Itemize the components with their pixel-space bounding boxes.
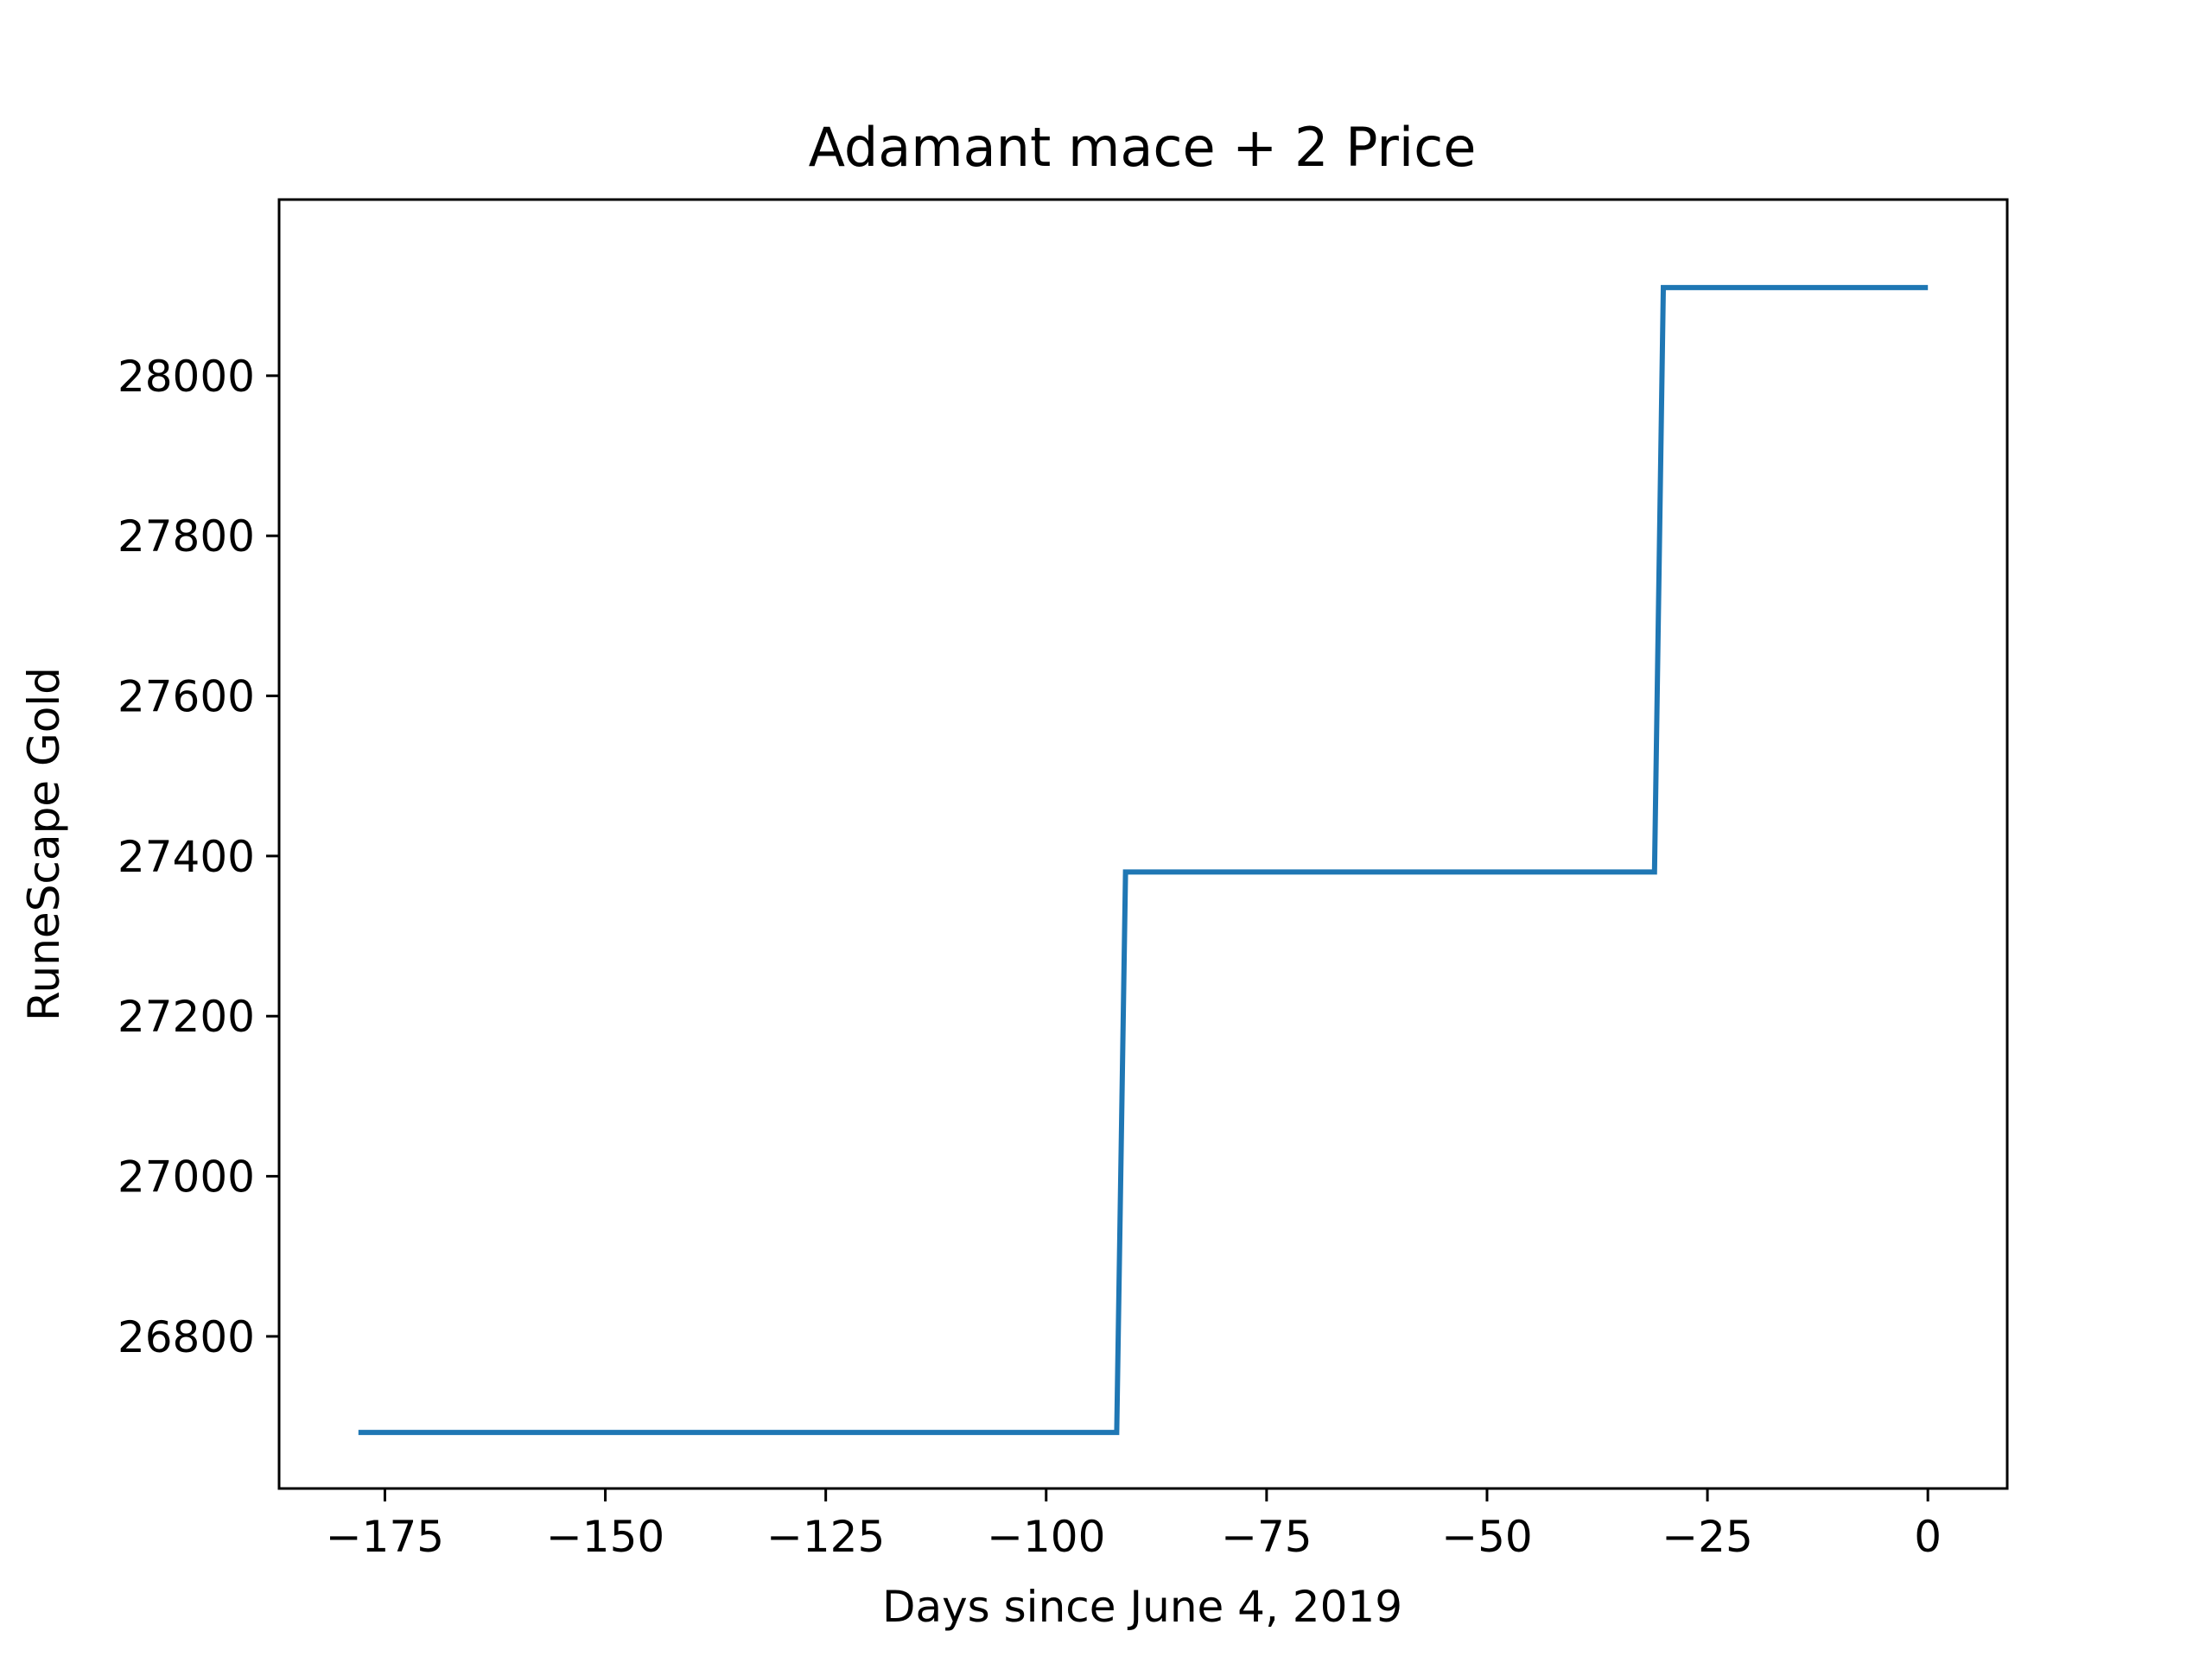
y-tick-label: 27400	[118, 832, 255, 882]
x-axis-ticks: −175 −150 −125 −100 −75 −50 −25 0	[326, 1488, 1942, 1562]
series-layer	[358, 284, 1929, 1436]
x-tick-label: −175	[326, 1512, 444, 1562]
x-tick-label: 0	[1914, 1512, 1942, 1562]
y-tick-label: 26800	[118, 1312, 255, 1362]
x-axis-label: Days since June 4, 2019	[882, 1582, 1402, 1632]
y-tick-label: 27600	[118, 672, 255, 722]
price-series-line	[358, 284, 1929, 1436]
y-tick-label: 27000	[118, 1152, 255, 1203]
y-tick-label: 27800	[118, 511, 255, 562]
y-tick-label: 27200	[118, 992, 255, 1042]
x-tick-label: −100	[987, 1512, 1105, 1562]
chart-title: Adamant mace + 2 Price	[809, 116, 1477, 179]
x-tick-label: −150	[546, 1512, 664, 1562]
x-tick-label: −125	[766, 1512, 885, 1562]
y-axis-label: RuneScape Gold	[19, 667, 69, 1021]
plot-frame	[277, 198, 2009, 1490]
x-tick-label: −25	[1662, 1512, 1753, 1562]
y-axis-ticks: 26800 27000 27200 27400 27600 27800 28000	[118, 352, 279, 1362]
y-tick-label: 28000	[118, 352, 255, 402]
x-tick-label: −50	[1441, 1512, 1533, 1562]
x-tick-label: −75	[1221, 1512, 1313, 1562]
